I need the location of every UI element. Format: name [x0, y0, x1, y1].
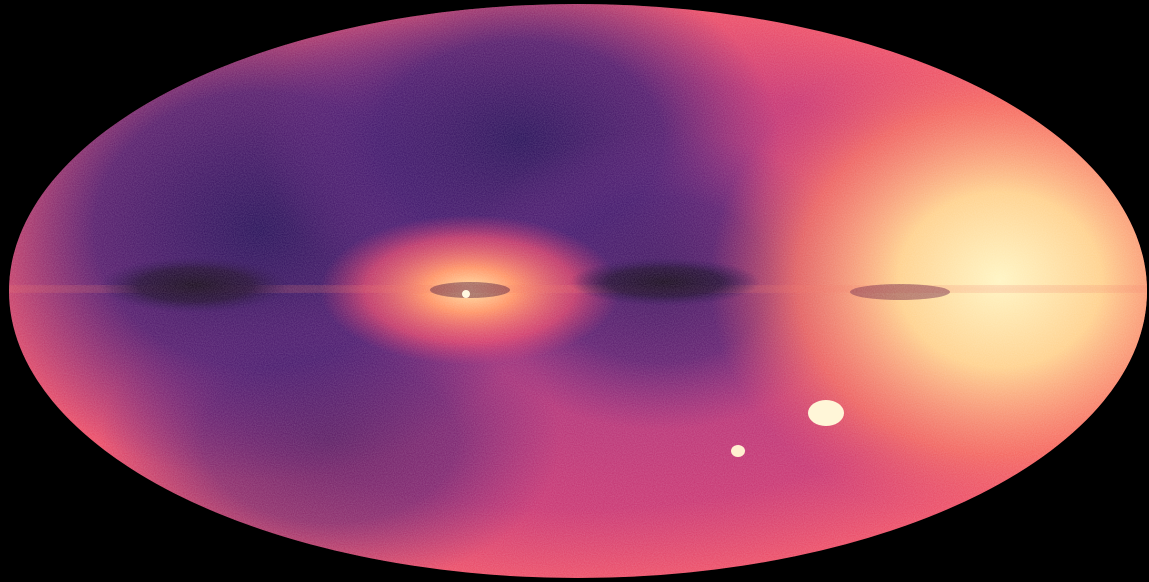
bright-spot	[462, 290, 470, 298]
large-magellanic-cloud	[808, 400, 844, 426]
small-magellanic-cloud	[731, 445, 745, 457]
